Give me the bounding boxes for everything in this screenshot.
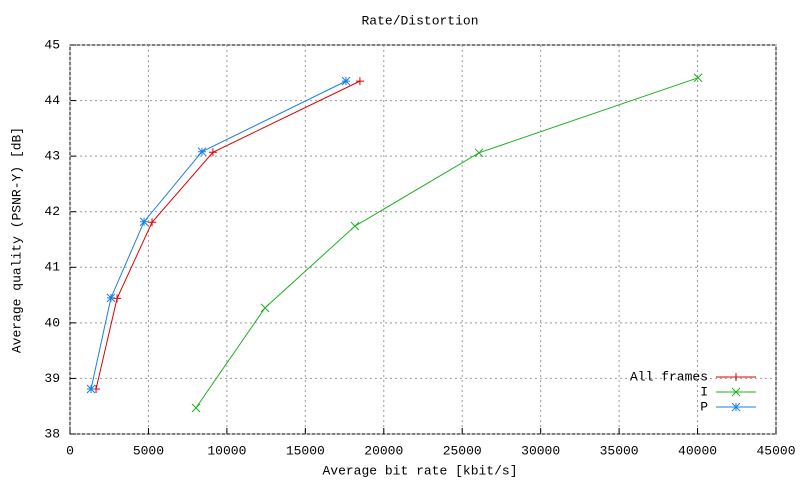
data-point <box>208 148 217 157</box>
data-point <box>355 77 364 86</box>
data-point <box>86 384 96 394</box>
y-axis-label: Average quality (PSNR-Y) [dB] <box>9 127 24 353</box>
data-point <box>197 147 207 157</box>
x-axis-label: Average bit rate [kbit/s] <box>322 463 517 478</box>
y-tick-label: 41 <box>44 260 60 275</box>
data-point <box>350 221 360 231</box>
series-line <box>90 80 347 390</box>
data-point <box>139 217 149 227</box>
legend-label: P <box>700 399 708 414</box>
data-point <box>113 294 122 303</box>
y-tick-label: 44 <box>44 93 60 108</box>
plot-frame <box>69 44 777 435</box>
data-point <box>106 293 116 303</box>
y-tick-label: 39 <box>44 371 60 386</box>
data-point <box>341 76 351 86</box>
legend-label: All frames <box>630 369 708 384</box>
data-point <box>474 148 484 158</box>
data-point <box>148 218 157 227</box>
y-tick-label: 38 <box>44 426 60 441</box>
legend-marker <box>731 402 741 412</box>
data-point <box>260 303 270 313</box>
chart-title: Rate/Distortion <box>361 13 478 28</box>
x-tick-label: 20000 <box>364 443 403 458</box>
series-line <box>95 80 361 390</box>
x-tick-label: 40000 <box>678 443 717 458</box>
y-tick-label: 40 <box>44 315 60 330</box>
legend-label: I <box>700 384 708 399</box>
x-tick-label: 35000 <box>600 443 639 458</box>
x-tick-label: 15000 <box>286 443 325 458</box>
x-tick-label: 45000 <box>756 443 795 458</box>
data-point <box>191 403 201 413</box>
legend-marker <box>731 387 741 397</box>
x-tick-label: 30000 <box>521 443 560 458</box>
x-tick-label: 0 <box>66 443 74 458</box>
data-point <box>693 73 703 83</box>
series-line <box>195 77 699 409</box>
x-tick-label: 5000 <box>133 443 164 458</box>
x-tick-label: 25000 <box>443 443 482 458</box>
x-tick-label: 10000 <box>207 443 246 458</box>
y-tick-label: 42 <box>44 204 60 219</box>
legend-marker <box>732 373 740 381</box>
y-tick-label: 43 <box>44 149 60 164</box>
y-tick-label: 45 <box>44 37 60 52</box>
